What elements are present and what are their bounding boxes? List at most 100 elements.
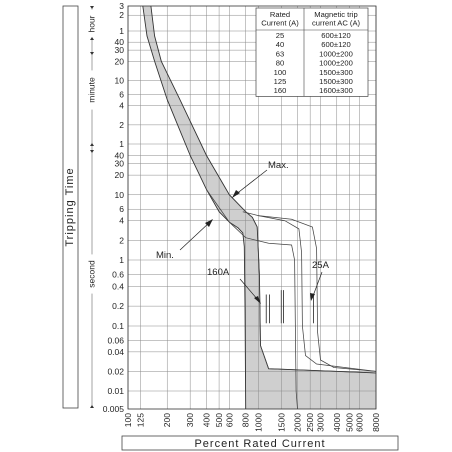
annotation-max-arrow [232, 190, 240, 198]
x-tick-800: 800 [241, 413, 251, 427]
x-tick-400: 400 [201, 413, 211, 427]
tripping-band-layer [142, 6, 376, 409]
table-cell-magnetic-25: 600±120 [321, 31, 351, 40]
annotation-25a-arrow [310, 293, 315, 301]
annotation-min: Min. [156, 250, 174, 261]
x-axis-title: Percent Rated Current [194, 438, 325, 450]
x-tick-3000: 3000 [315, 413, 325, 432]
y-tick-second-6: 6 [119, 204, 124, 214]
min-curve [142, 5, 247, 410]
y-tick-second-1: 1 [119, 255, 124, 265]
x-tick-600: 600 [224, 413, 234, 427]
table-header-rated-1: Current (A) [261, 19, 299, 28]
annotations-layer: Max. Min. 160A 25A [156, 160, 330, 304]
y-tick-second-0.2: 0.2 [112, 301, 124, 311]
annotation-max-leader [234, 169, 268, 196]
unit-label-minute: minute [86, 77, 96, 103]
plot-frame [127, 5, 377, 410]
y-tick-minute-30: 30 [115, 45, 125, 55]
x-tick-125: 125 [136, 413, 146, 427]
x-tick-labels: 100 125 200 300 400 500 600 800 1000 1500 2000 2500… [123, 413, 381, 432]
y-tick-second-0.6: 0.6 [112, 270, 124, 280]
unit-label-second: second [86, 260, 96, 288]
tripping-band [142, 6, 376, 409]
y-axis-side-panel: Tripping Time hour minute second [62, 5, 98, 409]
x-tick-500: 500 [214, 413, 224, 427]
x-tick-300: 300 [185, 413, 195, 427]
annotation-min-arrow [205, 219, 213, 227]
y-axis-title: Tripping Time [64, 167, 76, 246]
table-cell-rated-100: 100 [274, 68, 287, 77]
x-tick-200: 200 [162, 413, 172, 427]
y-tick-second-0.01: 0.01 [107, 386, 124, 396]
y-tick-hour-3: 3 [119, 1, 124, 11]
y-tick-minute-2: 2 [119, 120, 124, 130]
x-tick-2500: 2500 [305, 413, 315, 432]
unit-bg-minute [86, 70, 98, 110]
y-title-box [62, 5, 79, 409]
annotation-25a: 25A [312, 260, 330, 271]
x-tick-2000: 2000 [293, 413, 303, 432]
y-tick-second-30: 30 [115, 159, 125, 169]
table-cell-magnetic-100: 1500±300 [319, 68, 353, 77]
curves-layer [142, 5, 377, 410]
table-cell-rated-40: 40 [276, 40, 284, 49]
y-tick-labels: 3214030201064214030201064210.60.40.20.10… [103, 1, 125, 414]
y-tick-minute-20: 20 [115, 56, 125, 66]
y-tick-minute-4: 4 [119, 101, 124, 111]
y-tick-second-0.4: 0.4 [112, 281, 124, 291]
y-tick-second-0.1: 0.1 [112, 321, 124, 331]
y-tick-hour-1: 1 [119, 26, 124, 36]
table-cell-rated-125: 125 [274, 77, 287, 86]
annotation-160a-arrow [254, 296, 261, 304]
table-cell-rated-80: 80 [276, 59, 284, 68]
x-title-box [121, 435, 399, 451]
table-cell-magnetic-40: 600±120 [321, 40, 351, 49]
unit-arrow-4 [90, 150, 94, 153]
table-cell-rated-160: 160 [274, 86, 287, 95]
unit-arrow-0 [90, 6, 94, 9]
x-tick-1000: 1000 [253, 413, 263, 432]
series-curve-Max. [242, 211, 377, 372]
table-cell-magnetic-125: 1500±300 [319, 77, 353, 86]
y-tick-minute-40: 40 [115, 37, 125, 47]
y-tick-second-0.04: 0.04 [107, 347, 124, 357]
y-tick-minute-10: 10 [115, 75, 125, 85]
series-curve-3 [206, 189, 298, 410]
series-curve-25A [258, 215, 377, 372]
unit-arrow-3 [90, 143, 94, 146]
table-header-magnetic-1: current AC (A) [312, 19, 361, 28]
x-tick-4000: 4000 [332, 413, 342, 432]
y-tick-minute-1: 1 [119, 139, 124, 149]
x-tick-100: 100 [123, 413, 133, 427]
y-tick-second-20: 20 [115, 170, 125, 180]
annotation-160a-leader [239, 278, 259, 301]
unit-label-hour: hour [86, 15, 96, 32]
y-tick-second-0.005: 0.005 [103, 404, 125, 414]
unit-arrow-2 [90, 52, 94, 55]
y-tick-second-0.02: 0.02 [107, 366, 124, 376]
x-tick-5000: 5000 [344, 413, 354, 432]
table-cell-magnetic-80: 1000±200 [319, 59, 353, 68]
table-cell-rated-25: 25 [276, 31, 284, 40]
table-cell-magnetic-63: 1000±200 [319, 49, 353, 58]
unit-arrow-1 [90, 37, 94, 40]
y-tick-hour-2: 2 [119, 10, 124, 20]
unit-bg-hour [86, 9, 98, 39]
y-tick-second-0.06: 0.06 [107, 335, 124, 345]
table-header-rated-0: Rated [270, 10, 290, 19]
y-tick-second-4: 4 [119, 216, 124, 226]
annotation-160a: 160A [207, 267, 230, 278]
table-cell-magnetic-160: 1600±300 [319, 86, 353, 95]
y-tick-second-2: 2 [119, 235, 124, 245]
table-frame [255, 7, 369, 97]
y-tick-second-10: 10 [115, 190, 125, 200]
y-tick-minute-6: 6 [119, 90, 124, 100]
annotation-min-leader [179, 221, 211, 251]
x-axis-title-panel: Percent Rated Current [121, 435, 399, 451]
table-header-magnetic-0: Magnetic trip [314, 10, 357, 19]
x-tick-8000: 8000 [371, 413, 381, 432]
y-tick-second-40: 40 [115, 150, 125, 160]
